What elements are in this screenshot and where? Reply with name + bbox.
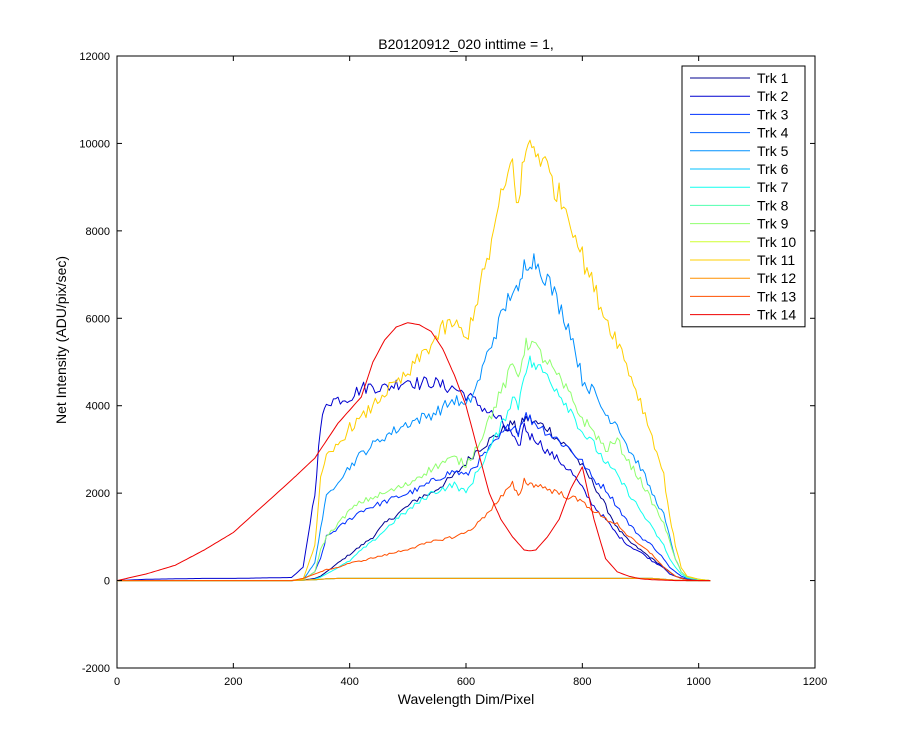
legend-label: Trk 6 (757, 161, 789, 177)
legend-label: Trk 9 (757, 216, 789, 232)
legend-label: Trk 3 (757, 106, 789, 122)
y-tick-label: -2000 (82, 663, 110, 675)
x-axis-label: Wavelength Dim/Pixel (398, 691, 534, 707)
legend-box (681, 65, 806, 328)
legend-label: Trk 1 (757, 70, 789, 86)
legend-label: Trk 8 (757, 197, 789, 213)
x-tick-label: 600 (457, 676, 475, 688)
x-tick-label: 800 (573, 676, 591, 688)
legend-label: Trk 12 (757, 270, 796, 286)
legend-label: Trk 13 (757, 288, 796, 304)
x-tick-label: 1000 (686, 676, 710, 688)
x-tick-label: 1200 (803, 676, 827, 688)
y-tick-label: 0 (104, 576, 110, 588)
y-tick-label: 8000 (86, 226, 110, 238)
y-tick-label: 2000 (86, 488, 110, 500)
x-tick-label: 0 (114, 676, 120, 688)
y-axis-label: Net Intensity (ADU/pix/sec) (53, 256, 69, 424)
series-line-trk-2 (116, 376, 711, 582)
legend-label: Trk 10 (757, 234, 796, 250)
y-tick-label: 10000 (79, 138, 110, 150)
x-tick-label: 400 (340, 676, 358, 688)
legend-label: Trk 14 (757, 307, 796, 323)
y-tick-label: 12000 (79, 51, 110, 63)
legend: Trk 1 Trk 2 Trk 3 Trk 4 Trk 5 Trk 6 Trk 7 Trk 8… (681, 65, 806, 328)
legend-label: Trk 11 (757, 252, 795, 268)
y-tick-label: 6000 (86, 313, 110, 325)
series-line-trk-14 (116, 322, 711, 582)
chart-title: B20120912_020 inttime = 1, (378, 36, 554, 52)
y-tick-label: 4000 (86, 401, 110, 413)
series-layer (116, 139, 711, 582)
x-tick-label: 200 (224, 676, 242, 688)
axes-layer: 0 200 400 600 800 1000 1200 -2000 0 2000 4000 6000 8… (79, 51, 827, 688)
legend-label: Trk 7 (757, 179, 789, 195)
legend-label: Trk 2 (757, 88, 789, 104)
legend-label: Trk 4 (757, 125, 789, 141)
legend-label: Trk 5 (757, 143, 789, 159)
series-line-trk-13 (117, 477, 711, 582)
